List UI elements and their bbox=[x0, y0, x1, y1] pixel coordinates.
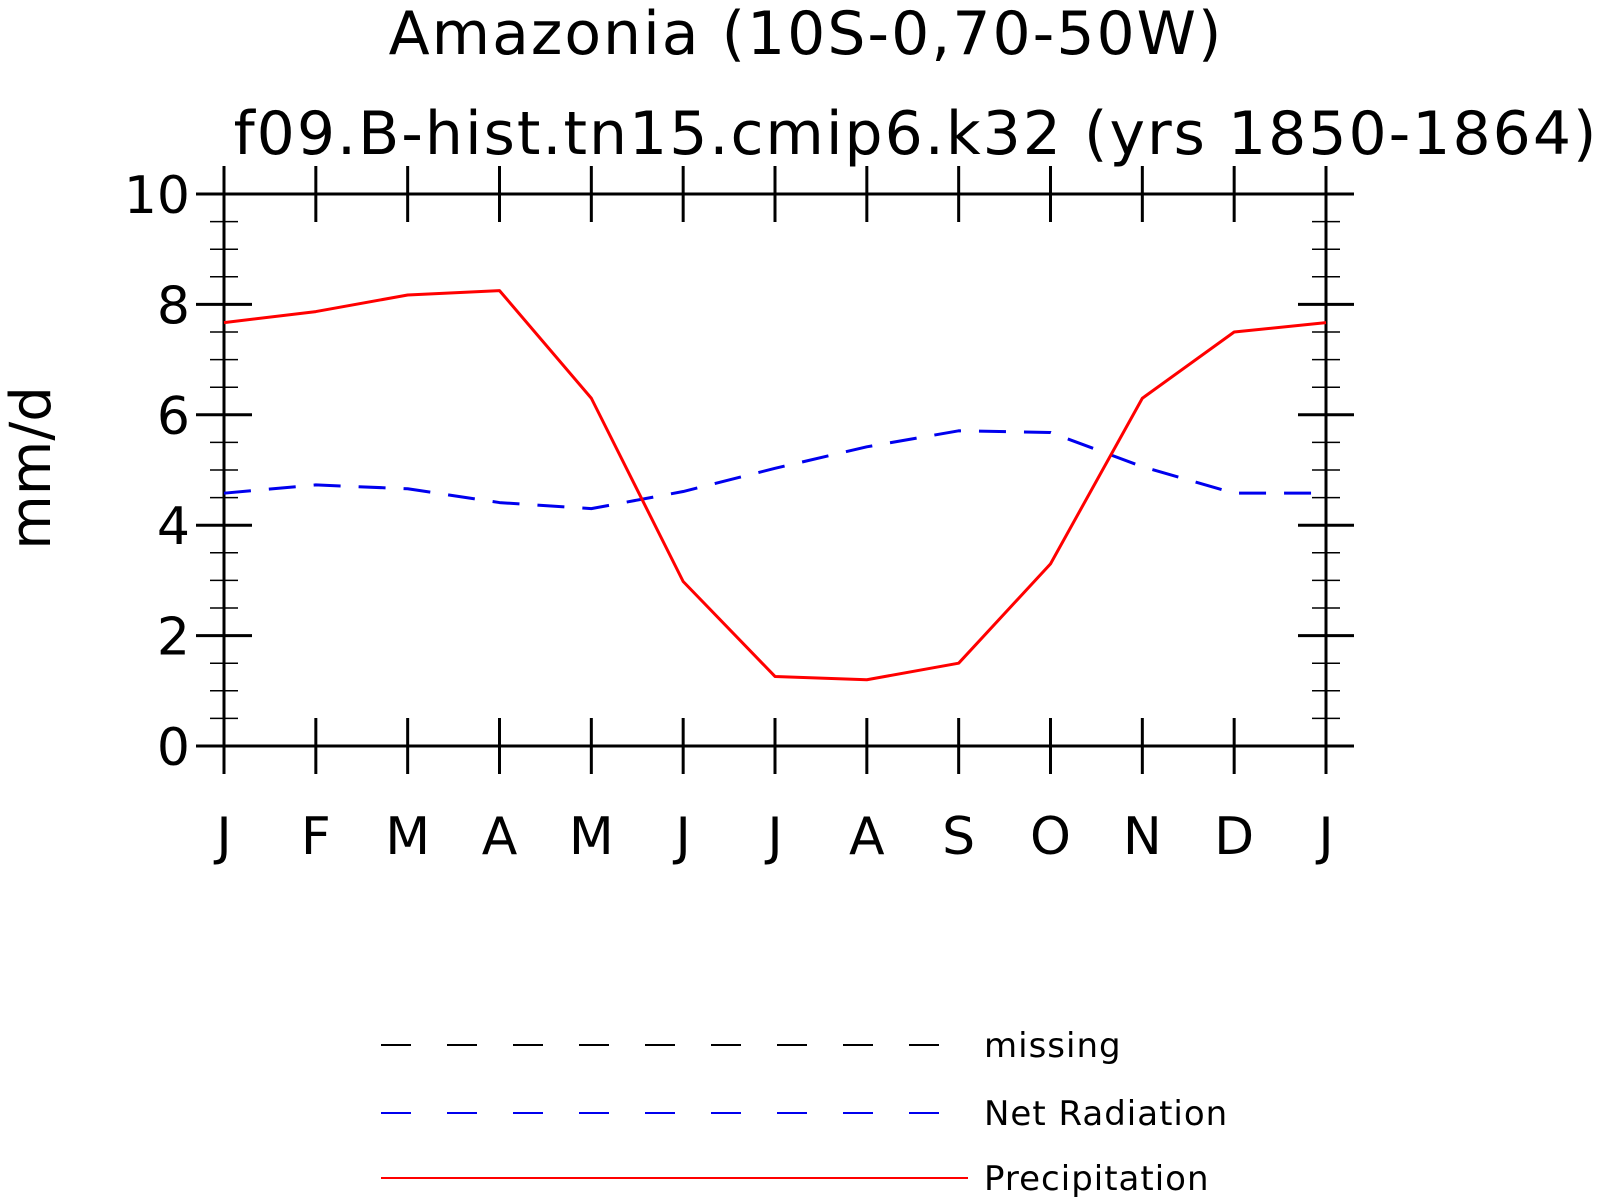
x-tick-label: O bbox=[1030, 807, 1071, 867]
legend-label-net-radiation: Net Radiation bbox=[984, 1094, 1228, 1134]
legend-label-precipitation: Precipitation bbox=[984, 1159, 1210, 1199]
x-tick-label: J bbox=[672, 807, 690, 867]
chart-title: Amazonia (10S-0,70-50W) bbox=[389, 0, 1224, 69]
chart-subtitle: f09.B-hist.tn15.cmip6.k32 (yrs 1850-1864… bbox=[234, 99, 1599, 169]
y-axis-label: mm/d bbox=[0, 386, 64, 550]
x-tick-label: A bbox=[482, 807, 518, 867]
x-tick-label: J bbox=[213, 807, 231, 867]
y-tick-label: 2 bbox=[157, 608, 190, 668]
y-tick-label: 0 bbox=[157, 718, 190, 778]
plot-frame bbox=[222, 192, 1328, 748]
x-tick-label: F bbox=[301, 807, 331, 867]
x-tick-label: J bbox=[764, 807, 782, 867]
legend: missing Net Radiation Precipitation bbox=[381, 1026, 1228, 1199]
x-tick-label: M bbox=[385, 807, 430, 867]
legend-label-missing: missing bbox=[984, 1026, 1122, 1066]
y-tick-label: 6 bbox=[157, 387, 190, 447]
x-tick-label: J bbox=[1315, 807, 1333, 867]
x-tick-label: S bbox=[942, 807, 975, 867]
x-tick-label: A bbox=[849, 807, 885, 867]
x-tick-label: D bbox=[1214, 807, 1254, 867]
y-tick-label: 8 bbox=[157, 276, 190, 336]
x-tick-label: M bbox=[569, 807, 614, 867]
y-tick-label: 10 bbox=[124, 166, 190, 226]
series-line-net-radiation bbox=[223, 429, 1326, 511]
x-tick-label: N bbox=[1123, 807, 1162, 867]
y-tick-label: 4 bbox=[157, 497, 190, 557]
series-line-precipitation bbox=[223, 289, 1327, 682]
